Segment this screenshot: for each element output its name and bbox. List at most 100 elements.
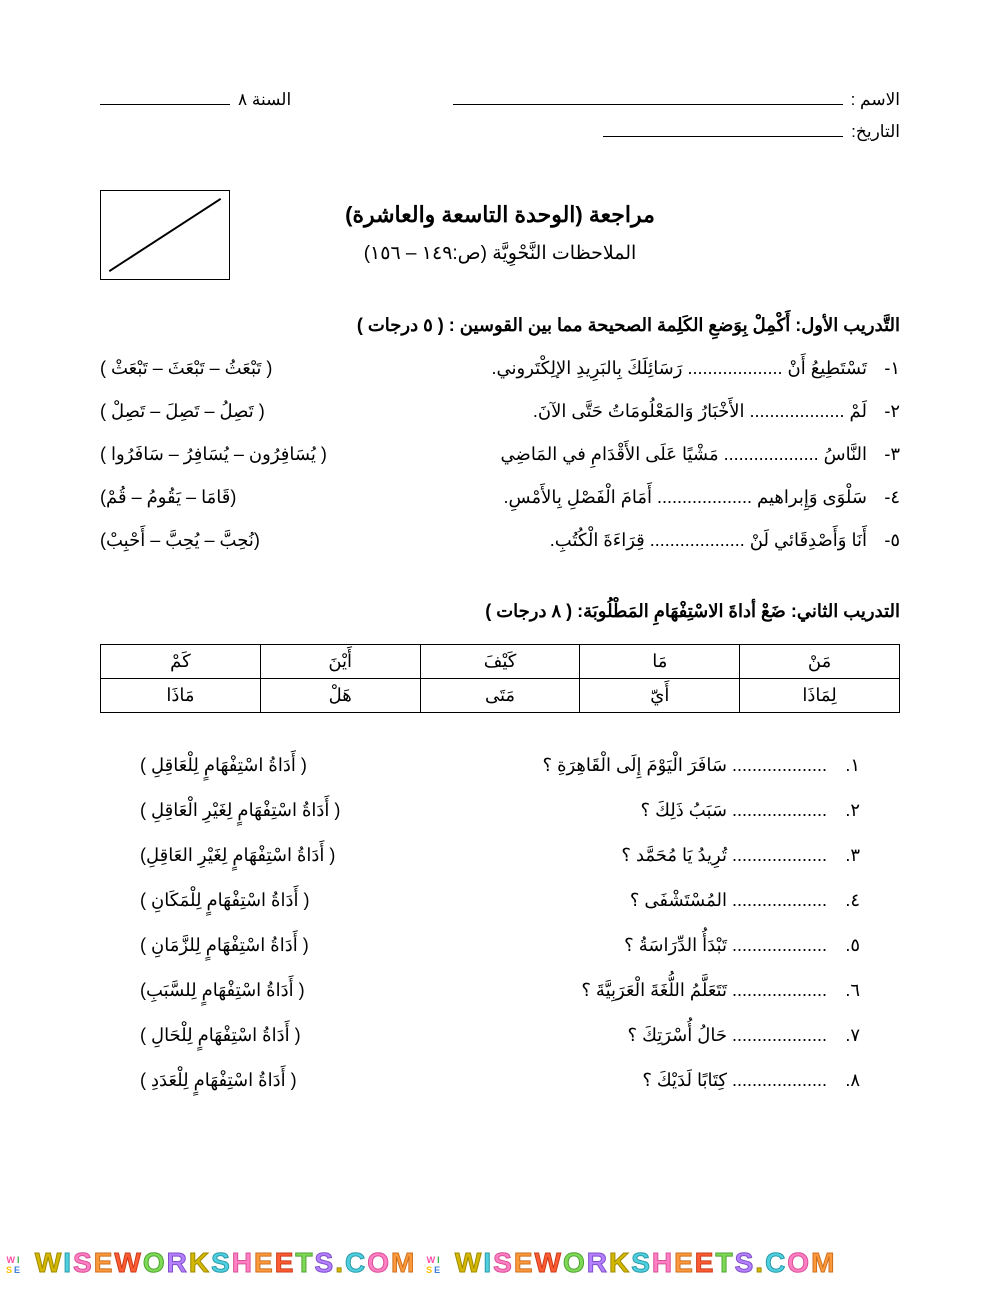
ex1-item: ١- تَسْتَطِيعُ أَنْ ................... …: [100, 358, 900, 379]
ex1-question: ٢- لَمْ ................... الأَخْبَارُ …: [295, 401, 900, 422]
ex2-number: ٥.: [832, 935, 860, 956]
ex2-question: ٤. ................... المُسْتَشْفَى ؟: [309, 890, 860, 911]
ex1-item: ٥- أَنَا وَأَصْدِقَائي لَنْ ............…: [100, 530, 900, 551]
exercise-2-heading: التدريب الثاني: ضَعْ أداةَ الاسْتِفْهَام…: [100, 601, 900, 622]
exercise-1-list: ١- تَسْتَطِيعُ أَنْ ................... …: [100, 358, 900, 551]
ex1-question: ٥- أَنَا وَأَصْدِقَائي لَنْ ............…: [290, 530, 900, 551]
date-blank[interactable]: [603, 136, 843, 137]
table-cell: كَمْ: [101, 645, 261, 679]
exercise-1-heading: التَّدريب الأول: أَكْمِلْ بِوَضعِ الكَلِ…: [100, 315, 900, 336]
ex2-item: ٨. ................... كِتَابًا لَدَيْكَ…: [100, 1070, 900, 1091]
table-cell: هَلْ: [260, 679, 420, 713]
watermark: WI SE WISEWORKSHEETS.COM WI SE WISEWORKS…: [0, 1247, 1000, 1279]
date-label: التاريخ:: [851, 122, 900, 142]
grade-label: السنة ٨: [238, 90, 291, 110]
ex1-question: ٤- سَلْوَى وَإِبراهيم ..................…: [266, 487, 900, 508]
ex2-hint: ( أَدَاةُ اسْتِفْهَامٍ لِلْمَكَانِ ): [140, 890, 309, 911]
ex2-question: ٧. ................... حَالُ أُسْرَتِكَ …: [301, 1025, 860, 1046]
ex1-number: ٤-: [872, 487, 900, 508]
ex2-item: ٢. ................... سَبَبُ ذَلِكَ ؟ (…: [100, 800, 900, 821]
ex2-question: ٦. ................... تَتَعَلَّمُ اللُّ…: [305, 980, 860, 1001]
ex1-text: أَنَا وَأَصْدِقَائي لَنْ ...............…: [550, 530, 867, 550]
ex1-text: تَسْتَطِيعُ أَنْ ................... رَس…: [492, 358, 867, 378]
score-box: [100, 190, 230, 280]
table-cell: أَيْنَ: [260, 645, 420, 679]
ex2-hint: ( أَدَاةُ اسْتِفْهَامٍ لِغَيْرِ الْعَاقِ…: [140, 800, 340, 821]
ex2-item: ٦. ................... تَتَعَلَّمُ اللُّ…: [100, 980, 900, 1001]
ex1-text: لَمْ ................... الأَخْبَارُ وَا…: [533, 401, 867, 421]
ex2-hint: ( أَدَاةُ اسْتِفْهَامٍ لِغَيْرِ العَاقِل…: [140, 845, 335, 866]
watermark-text-1: WISEWORKSHEETS.COM: [35, 1247, 417, 1278]
ex1-number: ٢-: [872, 401, 900, 422]
ex2-number: ٢.: [832, 800, 860, 821]
ex2-text: ................... تُرِيدُ يَا مُحَمَّد…: [621, 845, 827, 865]
name-blank[interactable]: [453, 104, 843, 105]
header-row-2: التاريخ:: [100, 122, 900, 142]
ex2-number: ٤.: [832, 890, 860, 911]
ex2-question: ١. ................... سَافَرَ الْيَوْمَ…: [307, 755, 860, 776]
ex1-text: سَلْوَى وَإِبراهيم ................... أ…: [504, 487, 867, 507]
ex1-question: ٣- النَّاسُ ................... مَشْيًا …: [357, 444, 900, 465]
score-slash-icon: [101, 191, 229, 279]
ex2-number: ٧.: [832, 1025, 860, 1046]
table-cell: مَتَى: [420, 679, 580, 713]
ex2-number: ١.: [832, 755, 860, 776]
ex2-text: ................... حَالُ أُسْرَتِكَ ؟: [628, 1025, 827, 1045]
ex2-text: ................... تَبْدَأُ الدِّرَاسَة…: [624, 935, 827, 955]
grade-blank[interactable]: [100, 104, 230, 105]
exercise-2-list: ١. ................... سَافَرَ الْيَوْمَ…: [100, 755, 900, 1091]
ex2-text: ................... المُسْتَشْفَى ؟: [630, 890, 827, 910]
wm-badge-icon: WI SE: [6, 1255, 22, 1275]
ex2-hint: ( أَدَاةُ اسْتِفْهَامٍ لِلسَّبَبِ): [140, 980, 305, 1001]
ex1-options: (نُحِبَّ – يُحِبَّ – أَحْبِبْ): [100, 530, 290, 551]
ex2-question: ٣. ................... تُرِيدُ يَا مُحَم…: [335, 845, 860, 866]
ex1-question: ١- تَسْتَطِيعُ أَنْ ................... …: [302, 358, 900, 379]
ex2-item: ٧. ................... حَالُ أُسْرَتِكَ …: [100, 1025, 900, 1046]
ex1-number: ٥-: [872, 530, 900, 551]
interrogative-table: مَنْ مَا كَيْفَ أَيْنَ كَمْ لِمَاذَا أَي…: [100, 644, 900, 713]
ex2-question: ٨. ................... كِتَابًا لَدَيْكَ…: [297, 1070, 860, 1091]
ex2-text: ................... سَبَبُ ذَلِكَ ؟: [641, 800, 827, 820]
ex1-item: ٣- النَّاسُ ................... مَشْيًا …: [100, 444, 900, 465]
ex1-options: ( تَبْعَثُ – تَبْعَثَ – تَبْعَثْ ): [100, 358, 302, 379]
ex2-item: ٤. ................... المُسْتَشْفَى ؟ (…: [100, 890, 900, 911]
grade-field: السنة ٨: [100, 90, 291, 110]
ex2-hint: ( أَدَاةُ اسْتِفْهَامٍ لِلْحَالِ ): [140, 1025, 301, 1046]
header-row-1: الاسم : السنة ٨: [100, 90, 900, 110]
ex2-item: ١. ................... سَافَرَ الْيَوْمَ…: [100, 755, 900, 776]
wm-badge-icon: WI SE: [426, 1255, 442, 1275]
table-cell: مَا: [580, 645, 740, 679]
table-cell: كَيْفَ: [420, 645, 580, 679]
ex2-number: ٣.: [832, 845, 860, 866]
ex2-question: ٢. ................... سَبَبُ ذَلِكَ ؟: [340, 800, 860, 821]
ex1-options: ( يُسَافِرُون – يُسَافِرُ – سَافَرُوا ): [100, 444, 357, 465]
table-row: مَنْ مَا كَيْفَ أَيْنَ كَمْ: [101, 645, 900, 679]
ex2-text: ................... سَافَرَ الْيَوْمَ إِ…: [543, 755, 827, 775]
ex2-item: ٣. ................... تُرِيدُ يَا مُحَم…: [100, 845, 900, 866]
name-label: الاسم :: [851, 90, 900, 110]
ex2-hint: ( أَدَاةُ اسْتِفْهَامٍ لِلزَّمَانِ ): [140, 935, 309, 956]
worksheet-page: الاسم : السنة ٨ التاريخ: مراجعة (الوحدة …: [0, 0, 1000, 1155]
name-field: الاسم :: [453, 90, 900, 110]
table-row: لِمَاذَا أَيّ مَتَى هَلْ مَاذَا: [101, 679, 900, 713]
ex1-text: النَّاسُ ................... مَشْيًا عَل…: [501, 444, 867, 464]
date-field: التاريخ:: [603, 122, 900, 142]
table-cell: مَاذَا: [101, 679, 261, 713]
ex1-options: ( تَصِلُ – تَصِلَ – تَصِلْ ): [100, 401, 295, 422]
table-cell: لِمَاذَا: [740, 679, 900, 713]
ex1-item: ٤- سَلْوَى وَإِبراهيم ..................…: [100, 487, 900, 508]
ex2-item: ٥. ................... تَبْدَأُ الدِّرَا…: [100, 935, 900, 956]
watermark-text-2: WISEWORKSHEETS.COM: [455, 1247, 837, 1278]
ex2-text: ................... كِتَابًا لَدَيْكَ ؟: [642, 1070, 827, 1090]
ex1-number: ٣-: [872, 444, 900, 465]
ex1-options: (قَامَا – يَقُومُ – قُمْ): [100, 487, 266, 508]
ex1-item: ٢- لَمْ ................... الأَخْبَارُ …: [100, 401, 900, 422]
ex2-hint: ( أَدَاةُ اسْتِفْهَامٍ لِلْعَاقِلِ ): [140, 755, 307, 776]
ex2-number: ٨.: [832, 1070, 860, 1091]
ex2-text: ................... تَتَعَلَّمُ اللُّغَة…: [581, 980, 827, 1000]
ex2-question: ٥. ................... تَبْدَأُ الدِّرَا…: [309, 935, 860, 956]
table-cell: مَنْ: [740, 645, 900, 679]
ex2-hint: ( أَدَاةُ اسْتِفْهَامٍ لِلْعَدَدِ ): [140, 1070, 297, 1091]
table-cell: أَيّ: [580, 679, 740, 713]
ex1-number: ١-: [872, 358, 900, 379]
